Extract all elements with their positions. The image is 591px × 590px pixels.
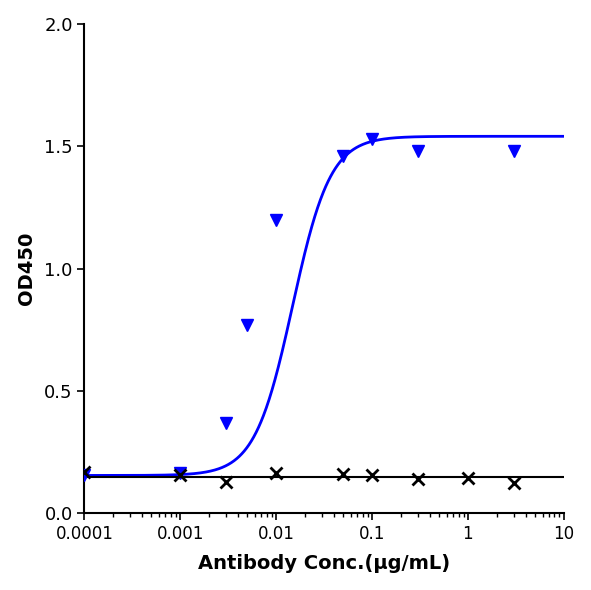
X-axis label: Antibody Conc.(μg/mL): Antibody Conc.(μg/mL) [198, 555, 450, 573]
Y-axis label: OD450: OD450 [17, 232, 35, 305]
